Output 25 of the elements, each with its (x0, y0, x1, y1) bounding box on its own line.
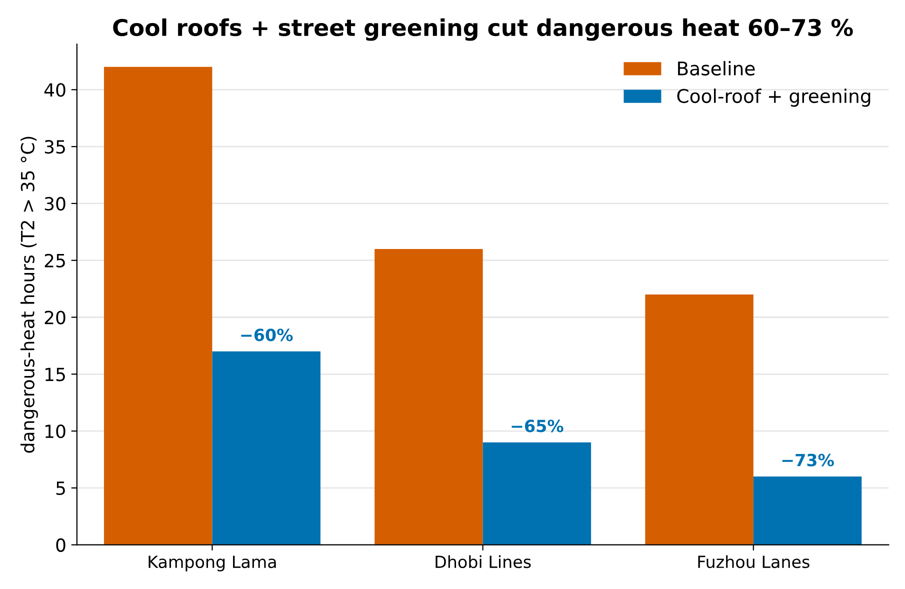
bar (645, 294, 754, 545)
annotation: −60% (241, 328, 293, 342)
bar (753, 476, 862, 545)
bar (212, 351, 320, 545)
y-tick-label: 20 (44, 310, 66, 324)
y-tick-label: 25 (44, 254, 65, 268)
y-tick-label: 35 (44, 140, 65, 154)
x-tick-label: Kampong Lama (148, 556, 276, 572)
y-tick-label: 15 (46, 368, 65, 382)
y-axis-title: dangerous-heat hours (T2 > 35 °C) (20, 136, 38, 453)
annotation: −65% (512, 420, 564, 432)
annotation: −73% (782, 454, 834, 466)
x-tick-label: Fuzhou Lanes (698, 555, 810, 568)
y-tick-label: 40 (44, 83, 66, 97)
legend-label: Cool-roof + greening (677, 88, 870, 107)
chart-title: Cool roofs + street greening cut dangerous heat 60–73 % (113, 18, 853, 41)
bar (482, 442, 592, 545)
bar (104, 66, 212, 545)
bar (374, 248, 483, 545)
y-tick-label: 30 (44, 196, 66, 211)
y-tick-label: 5 (56, 482, 65, 496)
y-tick-label: 0 (56, 538, 66, 552)
legend-label: Baseline (678, 61, 755, 76)
y-tick-label: 10 (46, 424, 66, 438)
x-tick-label: Dhobi Lines (436, 555, 531, 568)
